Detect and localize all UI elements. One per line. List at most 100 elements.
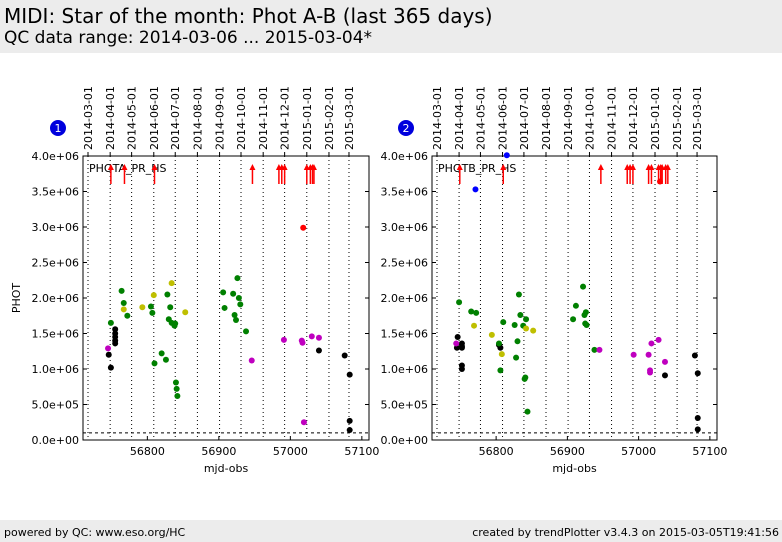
- y-tick-label: 0.0e+00: [381, 434, 428, 447]
- data-point-green: [107, 319, 114, 326]
- panel-badge-number: 2: [403, 122, 410, 135]
- date-tick-label: 2015-02-01: [671, 86, 684, 150]
- data-point-blue: [503, 152, 510, 159]
- data-point-green: [524, 408, 531, 415]
- date-tick-label: 2015-03-01: [343, 86, 356, 150]
- data-point-black: [694, 370, 701, 377]
- date-tick-label: 2014-12-01: [627, 86, 640, 150]
- date-tick-label: 2014-06-01: [148, 86, 161, 150]
- header-bar: MIDI: Star of the month: Phot A-B (last …: [0, 0, 782, 53]
- x-tick-label: 56800: [479, 445, 514, 458]
- data-point-black: [112, 326, 119, 333]
- data-point-magenta: [308, 333, 315, 340]
- data-point-black: [346, 417, 353, 424]
- data-point-green: [235, 295, 242, 301]
- data-point-green: [221, 304, 228, 311]
- data-point-green: [173, 385, 180, 392]
- data-point-green: [174, 392, 181, 399]
- data-point-magenta: [645, 351, 652, 358]
- data-point-green: [570, 316, 577, 323]
- data-point-olive: [182, 309, 189, 316]
- data-point-magenta: [280, 336, 287, 343]
- y-tick-label: 1.5e+06: [32, 328, 79, 341]
- panel-label: PHOTB_PR_HS: [438, 162, 516, 175]
- data-point-green: [172, 320, 179, 327]
- data-point-green: [234, 275, 241, 282]
- data-point-magenta: [105, 345, 112, 352]
- date-tick-label: 2014-07-01: [518, 86, 531, 150]
- footer-created: created by trendPlotter v3.4.3 on 2015-0…: [472, 526, 779, 539]
- data-point-black: [341, 352, 348, 359]
- data-point-green: [468, 308, 475, 315]
- data-point-green: [515, 291, 522, 298]
- data-point-green: [124, 312, 131, 319]
- y-tick-label: 1.5e+06: [381, 328, 428, 341]
- data-point-green: [237, 301, 244, 308]
- y-tick-label: 1.0e+06: [381, 363, 428, 376]
- date-tick-label: 2014-03-01: [431, 86, 444, 150]
- data-point-magenta: [453, 340, 460, 347]
- y-tick-label: 3.0e+06: [32, 221, 79, 234]
- data-point-black: [661, 372, 668, 379]
- event-marker-arrow: [121, 164, 128, 170]
- data-point-green: [514, 338, 521, 345]
- chart-panel-1: 2014-03-01 2014-04-01 2014-05-01 2014-06-01…: [10, 86, 379, 475]
- data-point-olive: [523, 325, 530, 332]
- data-point-green: [591, 346, 598, 353]
- date-tick-label: 2014-09-01: [562, 86, 575, 150]
- date-tick-label: 2014-05-01: [126, 86, 139, 150]
- x-axis-label: mjd-obs: [204, 462, 249, 475]
- data-point-olive: [168, 280, 175, 287]
- data-point-green: [164, 291, 171, 298]
- date-tick-label: 2014-10-01: [235, 86, 248, 150]
- data-point-green: [158, 350, 165, 357]
- data-point-olive: [120, 306, 127, 313]
- data-point-green: [120, 299, 127, 306]
- data-point-black: [458, 366, 465, 372]
- data-point-magenta: [315, 334, 322, 341]
- data-point-green: [511, 321, 518, 328]
- data-point-green: [230, 290, 237, 297]
- y-tick-label: 5.0e+05: [32, 399, 79, 412]
- data-point-magenta: [655, 336, 662, 343]
- date-tick-label: 2014-12-01: [279, 86, 292, 150]
- panel-label: PHOTA_PR_HS: [89, 162, 167, 175]
- data-point-green: [220, 289, 227, 296]
- x-tick-label: 56800: [130, 445, 165, 458]
- x-tick-label: 57100: [692, 445, 727, 458]
- data-point-magenta: [661, 358, 668, 365]
- date-tick-label: 2014-08-01: [191, 86, 204, 150]
- data-point-green: [517, 312, 524, 319]
- x-axis-label: mjd-obs: [552, 462, 597, 475]
- date-tick-label: 2014-10-01: [583, 86, 596, 150]
- data-point-black: [346, 371, 353, 378]
- data-point-olive: [471, 322, 478, 329]
- data-point-green: [473, 309, 480, 316]
- event-marker-arrow: [281, 164, 288, 170]
- data-point-magenta: [248, 357, 255, 364]
- footer-credit: powered by QC: www.eso.org/HC: [4, 526, 186, 539]
- y-tick-label: 4.0e+06: [381, 150, 428, 163]
- data-point-green: [231, 312, 238, 319]
- y-tick-label: 3.0e+06: [381, 221, 428, 234]
- data-point-green: [522, 374, 529, 381]
- y-tick-label: 3.5e+06: [32, 186, 79, 199]
- data-point-green: [167, 304, 174, 311]
- data-point-green: [497, 367, 504, 374]
- event-marker-arrow: [629, 164, 636, 170]
- x-tick-label: 56900: [201, 445, 236, 458]
- date-tick-label: 2014-05-01: [474, 86, 487, 150]
- data-point-black: [346, 427, 353, 434]
- data-point-green: [582, 309, 589, 316]
- y-tick-label: 4.0e+06: [32, 150, 79, 163]
- data-point-olive: [488, 331, 495, 338]
- plot-frame: [431, 155, 718, 441]
- page-title: MIDI: Star of the month: Phot A-B (last …: [4, 4, 493, 28]
- data-point-olive: [139, 304, 146, 311]
- date-tick-label: 2015-02-01: [323, 86, 336, 150]
- event-marker-arrow: [597, 164, 604, 170]
- x-tick-label: 57000: [621, 445, 656, 458]
- date-tick-label: 2014-04-01: [104, 86, 117, 150]
- data-point-black: [694, 426, 701, 433]
